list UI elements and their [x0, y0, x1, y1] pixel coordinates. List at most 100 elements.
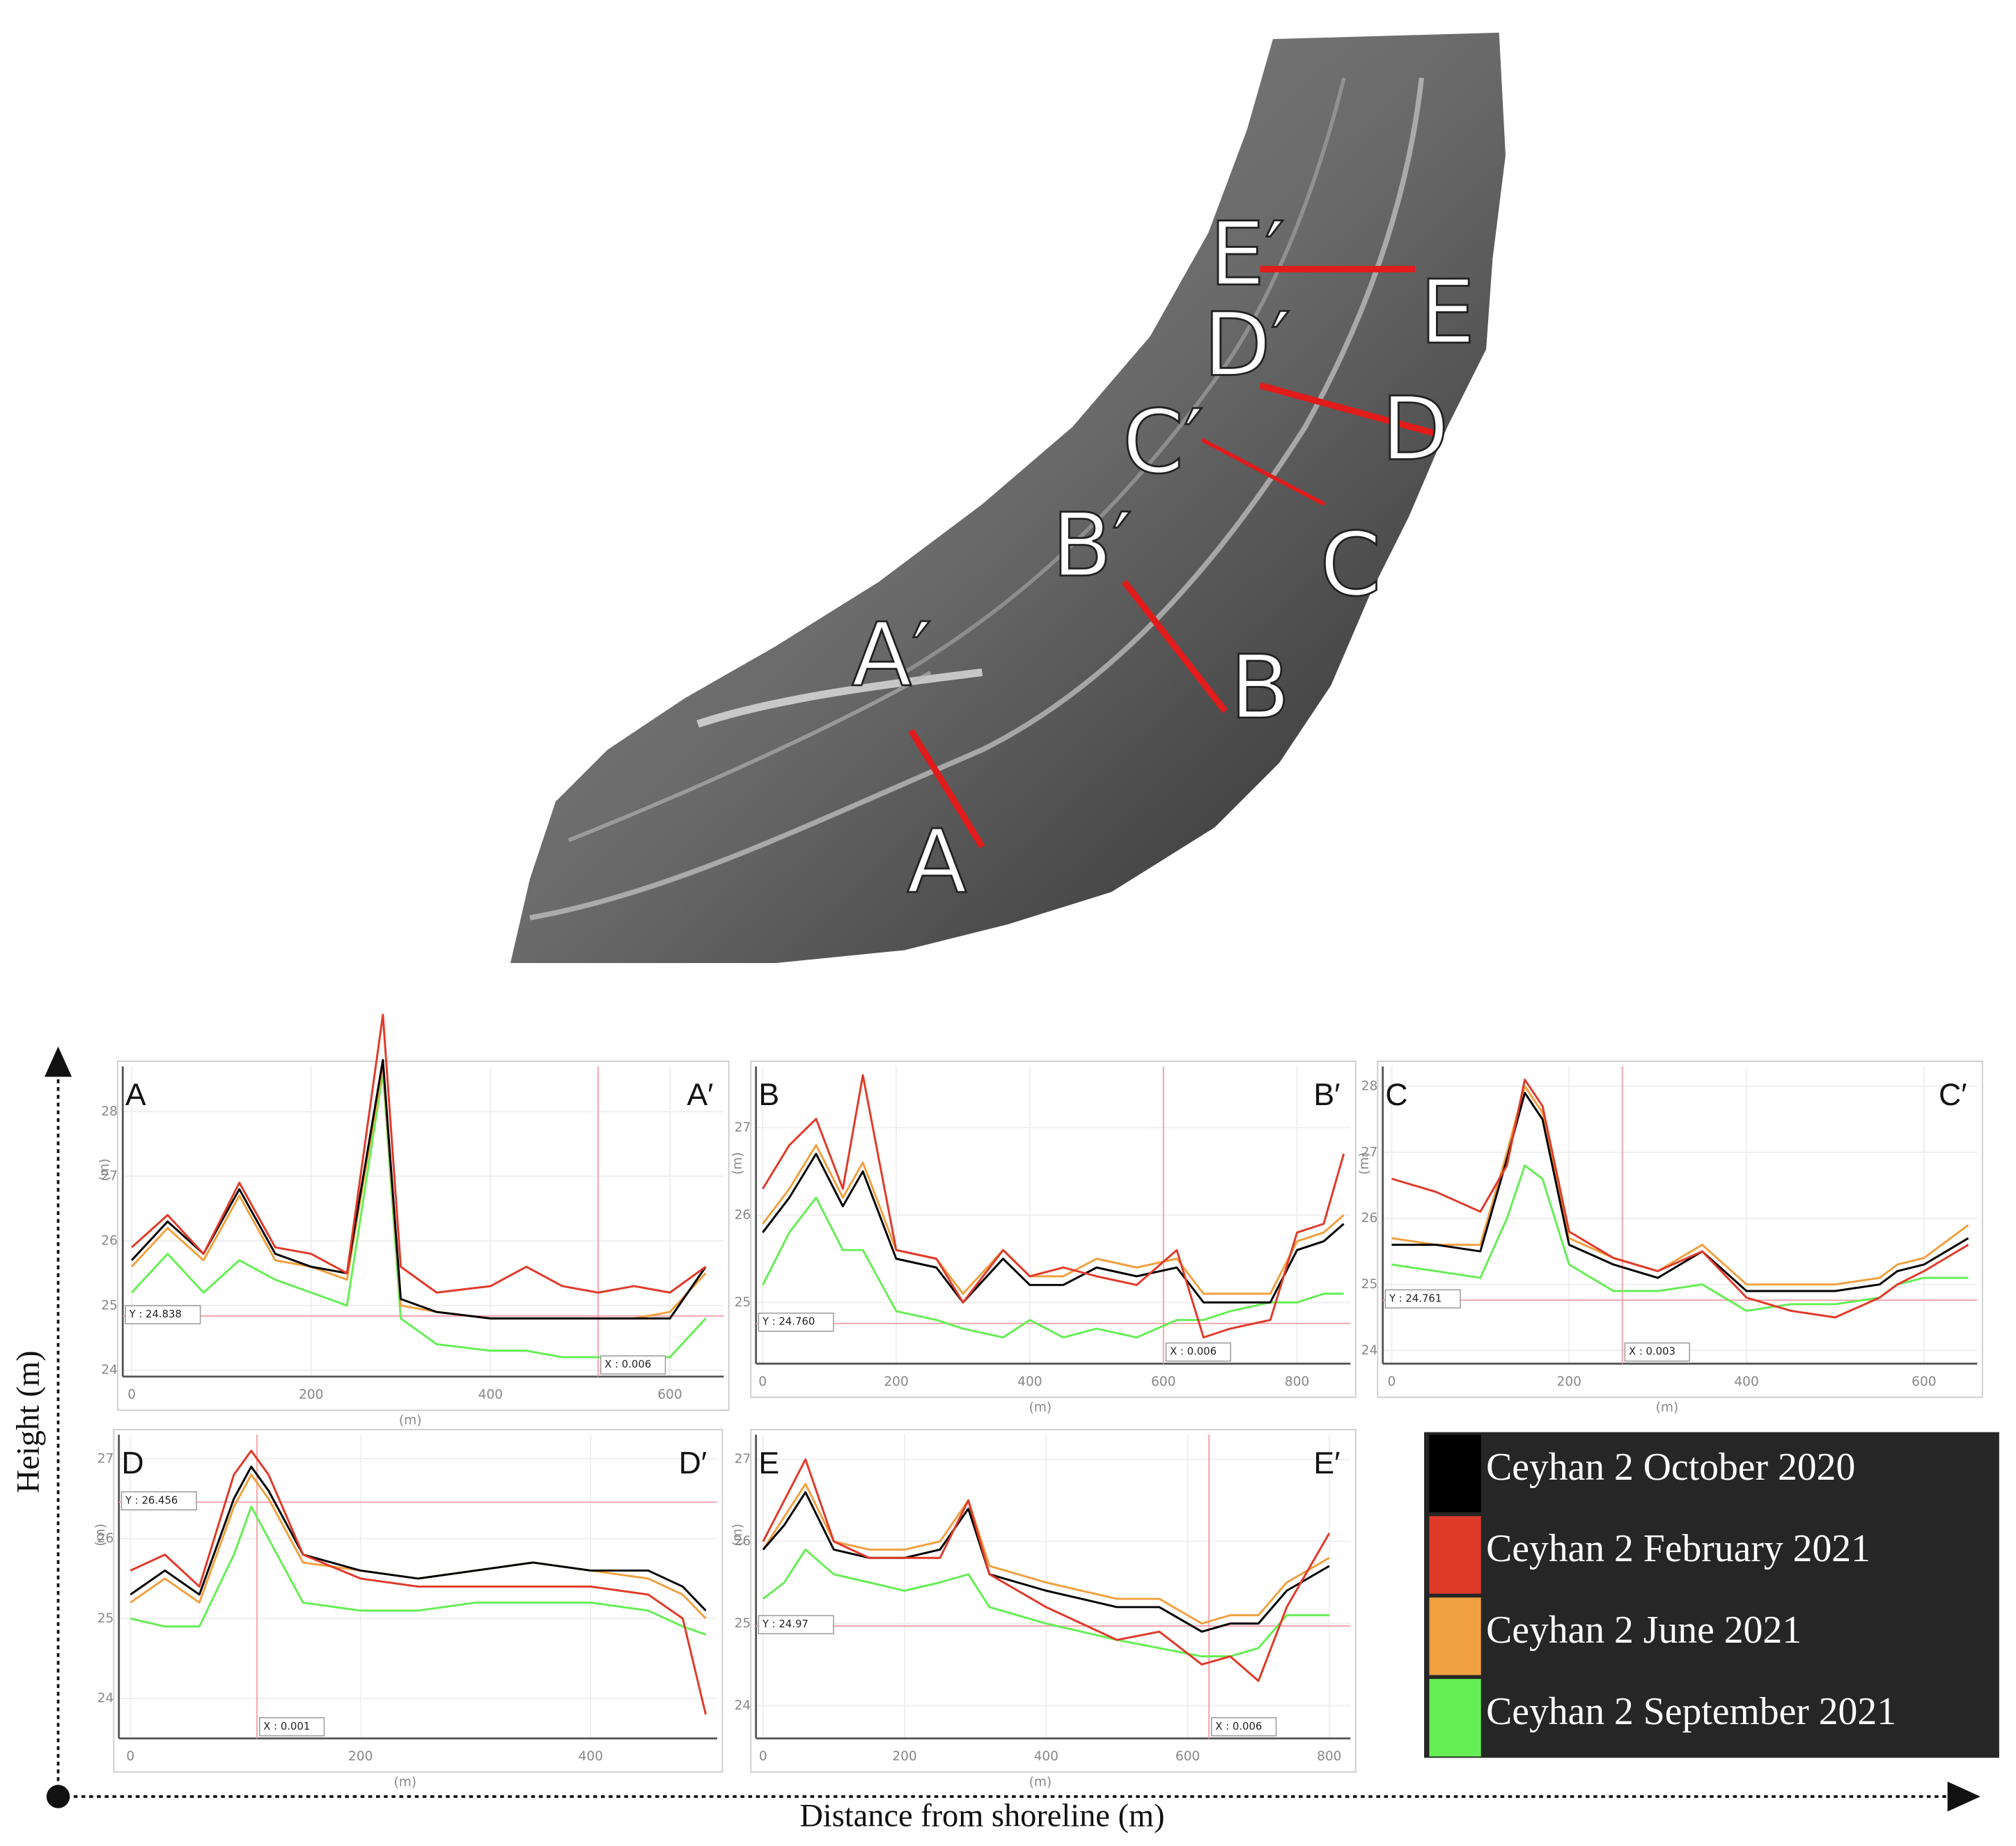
cursor-x-label: X : 0.001 — [263, 1721, 310, 1732]
end-label: D′ — [679, 1446, 708, 1480]
origin — [46, 1785, 70, 1808]
cursor-x-label: X : 0.003 — [1629, 1346, 1675, 1358]
cursor-x-label: X : 0.006 — [1215, 1721, 1262, 1732]
map-label: D — [1381, 377, 1448, 480]
panel: 24 25 26 27 28 0 200 400 600 (m) (m) Y : 24.761 X : … — [1357, 1061, 1983, 1415]
y-tick-label: 26 — [101, 1234, 118, 1249]
start-label: A — [125, 1078, 146, 1112]
map-label: B — [1230, 636, 1290, 738]
y-tick-label: 24 — [97, 1691, 114, 1706]
series-line — [131, 1013, 707, 1294]
series-line — [762, 1144, 1345, 1295]
cursor-box — [600, 1355, 666, 1375]
map-label: C — [1320, 513, 1381, 616]
y-axis-label: Height (m) — [11, 1350, 47, 1493]
cursor-y-label: Y : 24.760 — [762, 1316, 815, 1328]
map-label: D′ — [1203, 294, 1291, 396]
y-tick-label: 27 — [1361, 1145, 1378, 1159]
y-tick-label: 27 — [735, 1452, 751, 1466]
cursor-box — [1624, 1342, 1690, 1362]
x-unit-label: (m) — [394, 1775, 417, 1790]
x-tick-label: 400 — [578, 1749, 602, 1764]
panel-frame — [113, 1429, 724, 1773]
map-label: E′ — [1210, 203, 1285, 306]
x-tick-label: 200 — [884, 1375, 908, 1389]
x-tick-label: 800 — [1317, 1749, 1341, 1764]
x-tick-label: 0 — [758, 1375, 767, 1389]
x-tick-label: 800 — [1285, 1375, 1309, 1389]
panel-frame — [750, 1429, 1357, 1773]
y-tick-label: 25 — [97, 1611, 114, 1626]
x-tick-label: 200 — [299, 1387, 323, 1402]
y-tick-label: 25 — [1361, 1277, 1378, 1292]
x-tick-label: 600 — [1151, 1375, 1175, 1389]
start-label: B — [758, 1078, 779, 1112]
start-label: D — [121, 1446, 143, 1480]
x-tick-label: 400 — [1017, 1375, 1042, 1389]
x-tick-label: 600 — [1175, 1749, 1200, 1764]
map-streak — [529, 77, 1425, 921]
start-label: E — [758, 1446, 779, 1480]
profile-lines — [908, 265, 1436, 849]
legend-label: Ceyhan 2 February 2021 — [1486, 1527, 1870, 1570]
panel: 24 25 26 27 28 0 200 400 600 (m) (m) Y : 24.838 X : … — [97, 1013, 730, 1427]
cursor-box — [120, 1491, 197, 1511]
y-tick-label: 27 — [101, 1169, 118, 1184]
x-tick-label: 200 — [348, 1749, 373, 1764]
end-label: C′ — [1939, 1078, 1967, 1112]
profile-line — [1259, 382, 1436, 437]
profile-line — [1201, 437, 1326, 506]
legend-swatch — [1429, 1679, 1481, 1757]
profile-line — [908, 728, 985, 849]
y-arrowhead — [44, 1046, 72, 1077]
cursor-y-label: Y : 24.761 — [1389, 1292, 1441, 1304]
cursor-y-label: Y : 24.97 — [762, 1618, 808, 1630]
legend-label: Ceyhan 2 October 2020 — [1486, 1446, 1855, 1489]
x-tick-label: 400 — [1734, 1375, 1758, 1389]
panel: 25 26 27 0 200 400 600 800 (m) (m) Y : 24.760 X : 0… — [730, 1061, 1357, 1415]
map-area — [510, 32, 1506, 964]
y-tick-label: 24 — [735, 1698, 751, 1713]
series-line — [130, 1505, 706, 1636]
series-line — [1391, 1078, 1969, 1319]
x-unit-label: (m) — [1656, 1400, 1679, 1415]
x-tick-label: 0 — [1388, 1375, 1396, 1389]
series-line — [762, 1548, 1329, 1658]
y-tick-label: 27 — [97, 1451, 114, 1466]
y-tick-label: 28 — [1361, 1079, 1378, 1093]
map-streak — [903, 77, 1346, 674]
cursor-x-label: X : 0.006 — [1170, 1346, 1217, 1358]
y-unit-label: (m) — [93, 1524, 108, 1547]
cursor-box — [1210, 1717, 1277, 1737]
y-tick-label: 26 — [97, 1531, 114, 1546]
y-tick-label: 25 — [735, 1295, 751, 1310]
series-line — [762, 1074, 1345, 1339]
cursor-y-label: Y : 24.838 — [129, 1308, 182, 1320]
map-label: E — [1420, 261, 1476, 363]
panel-frame — [116, 1061, 730, 1411]
cursor-box — [258, 1717, 325, 1737]
axes-arrows — [44, 1046, 1980, 1812]
series-line — [131, 1058, 707, 1320]
profile-line — [1121, 579, 1228, 714]
legend: Ceyhan 2 October 2020 Ceyhan 2 February 2… — [1424, 1432, 1999, 1758]
end-label: B′ — [1313, 1078, 1340, 1112]
y-tick-label: 26 — [735, 1534, 751, 1549]
cursor-x-label: X : 0.006 — [604, 1359, 651, 1370]
legend-swatch — [1429, 1516, 1481, 1594]
legend-box — [1424, 1432, 1999, 1758]
series-line — [762, 1458, 1331, 1682]
x-tick-label: 0 — [759, 1749, 767, 1764]
x-unit-label: (m) — [1029, 1400, 1052, 1415]
y-tick-label: 26 — [1361, 1211, 1378, 1226]
y-tick-label: 25 — [101, 1298, 118, 1313]
cursor-y-label: Y : 26.456 — [125, 1494, 178, 1506]
x-tick-label: 600 — [657, 1387, 682, 1402]
legend-label: Ceyhan 2 June 2021 — [1486, 1609, 1802, 1652]
y-tick-label: 26 — [735, 1207, 751, 1222]
legend-swatch — [1429, 1597, 1481, 1675]
y-unit-label: (m) — [730, 1152, 745, 1175]
series-line — [761, 1196, 1344, 1339]
end-label: E′ — [1313, 1446, 1340, 1480]
map-label: B′ — [1052, 494, 1132, 596]
